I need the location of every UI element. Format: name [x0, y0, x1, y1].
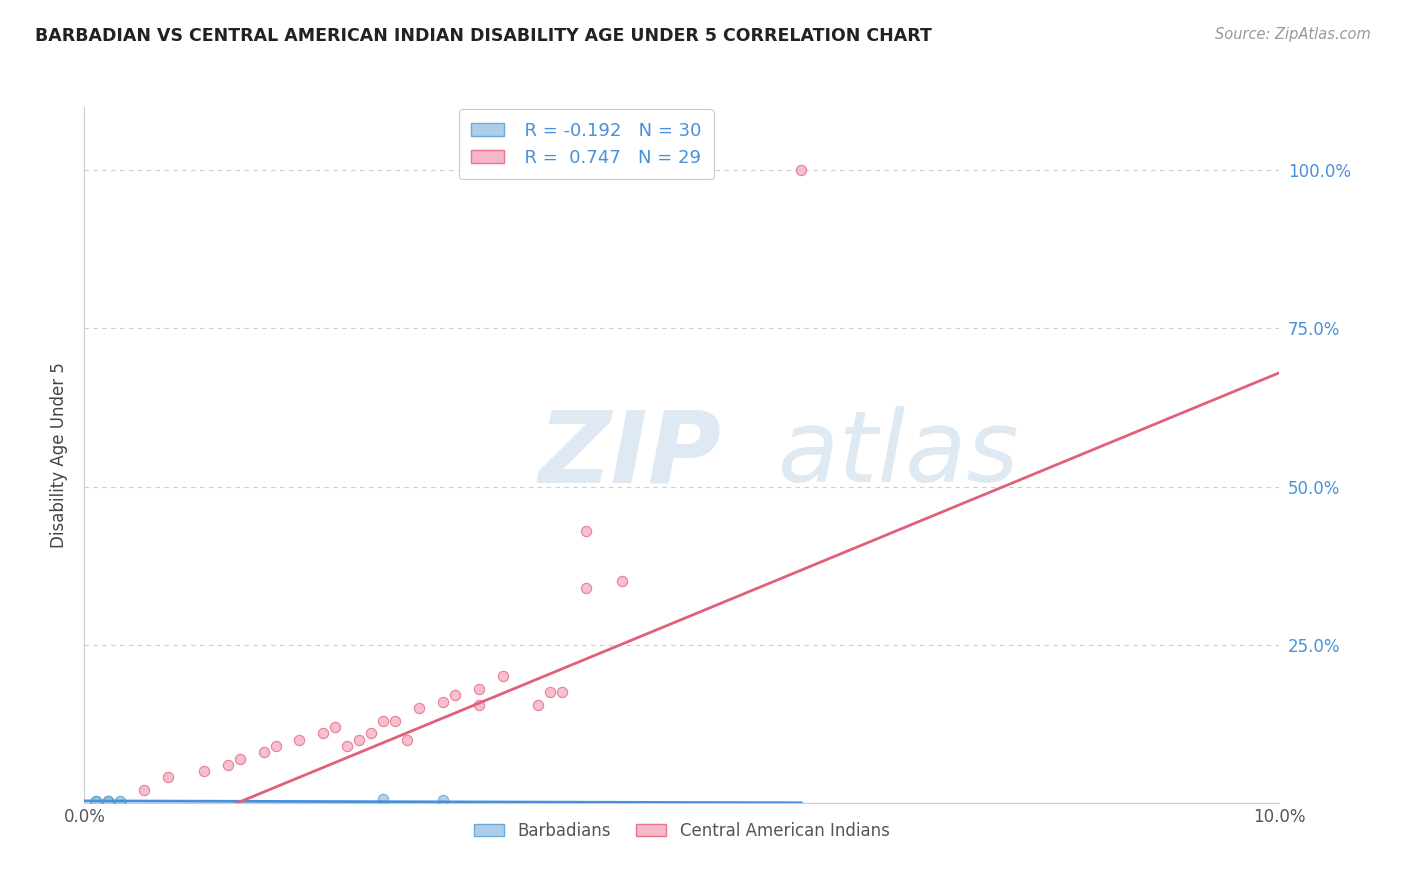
Point [468, 698, 491, 712]
Point [396, 732, 419, 747]
Point [228, 751, 252, 765]
Point [110, 795, 132, 809]
Y-axis label: Disability Age Under 5: Disability Age Under 5 [51, 362, 69, 548]
Point [110, 795, 132, 809]
Legend: Barbadians, Central American Indians: Barbadians, Central American Indians [468, 815, 896, 847]
Point [110, 795, 132, 809]
Point [312, 726, 335, 740]
Point [253, 745, 276, 759]
Point [86, 794, 108, 808]
Point [86, 795, 108, 809]
Point [217, 757, 239, 772]
Point [384, 714, 406, 728]
Point [575, 581, 598, 595]
Point [97, 794, 120, 808]
Point [612, 574, 634, 589]
Text: ZIP: ZIP [538, 407, 721, 503]
Point [86, 795, 108, 809]
Point [193, 764, 215, 779]
Point [336, 739, 359, 753]
Point [408, 701, 430, 715]
Point [360, 726, 382, 740]
Point [97, 794, 120, 808]
Point [157, 771, 180, 785]
Point [86, 795, 108, 809]
Point [97, 795, 120, 809]
Point [432, 695, 454, 709]
Text: BARBADIAN VS CENTRAL AMERICAN INDIAN DISABILITY AGE UNDER 5 CORRELATION CHART: BARBADIAN VS CENTRAL AMERICAN INDIAN DIS… [35, 27, 932, 45]
Point [492, 669, 515, 683]
Point [110, 795, 132, 809]
Point [110, 794, 132, 808]
Point [97, 795, 120, 809]
Point [575, 524, 598, 538]
Point [86, 794, 108, 808]
Point [97, 795, 120, 809]
Point [373, 714, 395, 728]
Point [468, 681, 491, 696]
Point [444, 688, 467, 702]
Point [97, 794, 120, 808]
Point [97, 795, 120, 809]
Point [86, 795, 108, 809]
Point [527, 698, 550, 712]
Point [97, 795, 120, 809]
Point [551, 685, 574, 699]
Point [86, 795, 108, 809]
Point [325, 720, 347, 734]
Point [349, 732, 371, 747]
Point [97, 795, 120, 809]
Point [86, 795, 108, 809]
Text: Source: ZipAtlas.com: Source: ZipAtlas.com [1215, 27, 1371, 42]
Point [264, 739, 287, 753]
Point [86, 795, 108, 809]
Point [86, 795, 108, 809]
Text: atlas: atlas [778, 407, 1019, 503]
Point [288, 732, 311, 747]
Point [432, 793, 454, 807]
Point [790, 163, 813, 178]
Point [373, 792, 395, 806]
Point [540, 685, 562, 699]
Point [86, 795, 108, 809]
Point [110, 795, 132, 809]
Point [132, 783, 156, 797]
Point [97, 795, 120, 809]
Point [110, 795, 132, 809]
